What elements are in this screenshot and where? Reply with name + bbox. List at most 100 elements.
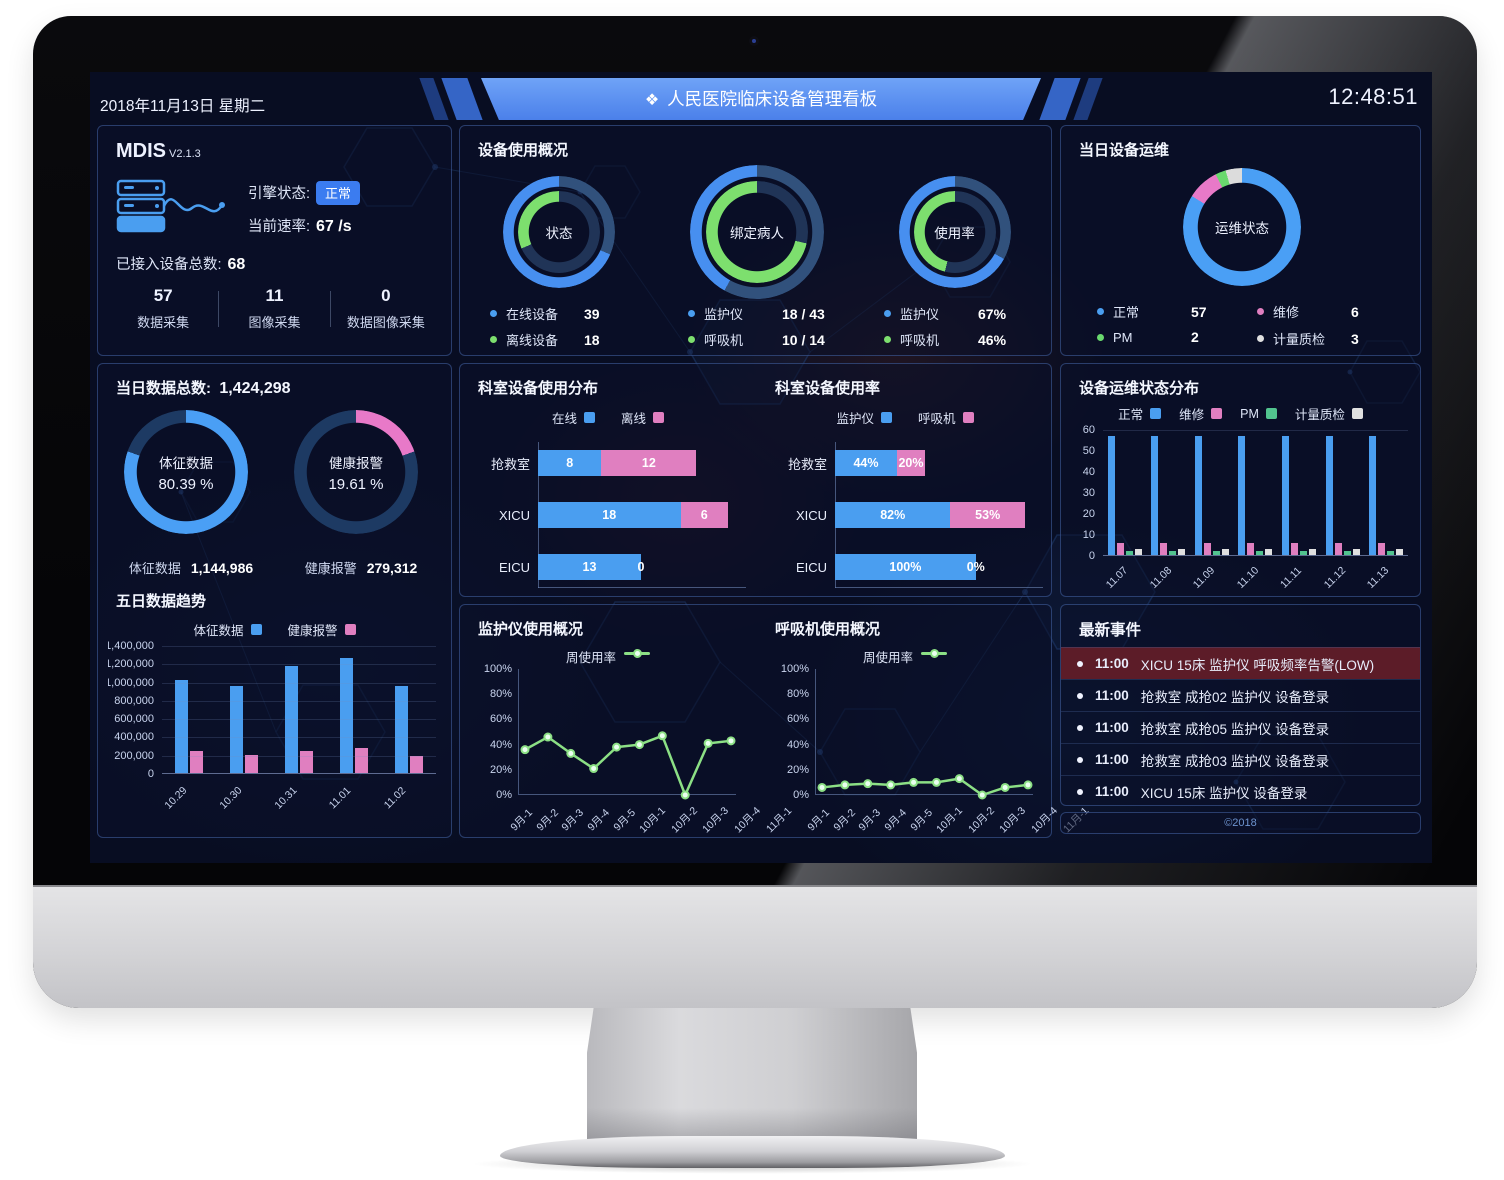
x-axis-labels: 11.07 11.08 11.09 11.10 11.11 11.12 11.13 bbox=[1103, 562, 1408, 592]
bar bbox=[1256, 550, 1264, 555]
event-list: 11:00 XICU 15床 监护仪 呼吸频率告警(LOW) 11:00 抢救室 成抢… bbox=[1061, 647, 1420, 805]
y-tick-label: 100% bbox=[483, 663, 512, 675]
trend-subtitle: 五日数据趋势 bbox=[116, 593, 207, 610]
event-row: 11:00 XICU 15床 监护仪 设备登录 bbox=[1061, 775, 1420, 805]
legend-swatch bbox=[653, 412, 665, 423]
usage-trend-panel: 监护仪使用概况 周使用率 100% 80% 60% 40% 20% 0% 9月-1 9月-2 9… bbox=[459, 604, 1091, 838]
bar-segment: 12 bbox=[601, 450, 697, 476]
monitor-usage-chart-half: 监护仪使用概况 周使用率 100% 80% 60% 40% 20% 0% 9月-1 9月-2 9… bbox=[460, 605, 794, 837]
bar bbox=[409, 755, 423, 773]
bar-group bbox=[1282, 430, 1317, 555]
bar bbox=[1309, 548, 1317, 555]
legend-dot bbox=[884, 336, 891, 343]
bar-value-label: 13 bbox=[582, 560, 597, 574]
category-bar-row: EICU 13 0 bbox=[468, 554, 748, 580]
bar bbox=[230, 685, 244, 773]
bar-value-label: 20% bbox=[898, 456, 924, 470]
page-title-banner: ❖ 人民医院临床设备管理看板 bbox=[481, 78, 1041, 120]
mdis-version: V2.1.3 bbox=[169, 148, 201, 160]
event-text: XICU 15床 监护仪 呼吸频率告警(LOW) bbox=[1140, 657, 1375, 673]
bar-value-label: 82% bbox=[880, 508, 906, 522]
y-tick-label: 400,000 bbox=[114, 731, 154, 744]
bar bbox=[284, 665, 298, 773]
bar bbox=[190, 751, 204, 773]
engine-status-row: 引擎状态: 正常 bbox=[248, 181, 361, 205]
legend-dot bbox=[490, 336, 497, 343]
donut-ring bbox=[294, 410, 418, 534]
donut-center-label: 使用率 bbox=[934, 226, 975, 241]
gridline bbox=[162, 719, 436, 721]
donut-ring bbox=[124, 410, 248, 534]
legend-dot bbox=[688, 336, 695, 343]
x-axis-line bbox=[538, 587, 746, 588]
header-date: 2018年11月13日 星期二 bbox=[100, 98, 266, 115]
legend-item: 在线 bbox=[552, 408, 595, 427]
legend-item: 正常 57 bbox=[1097, 302, 1207, 321]
bar bbox=[1282, 436, 1290, 555]
legend-item: 呼吸机 46% bbox=[884, 330, 1006, 349]
bar bbox=[1387, 550, 1395, 555]
legend-swatch bbox=[962, 412, 974, 423]
vitals-total: 体征数据 1,144,986 bbox=[128, 560, 254, 576]
ventilator-usage-chart-half: 呼吸机使用概况 周使用率 100% 80% 60% 40% 20% 0% 9月-1 9月-2 9… bbox=[757, 605, 1091, 837]
gridline bbox=[162, 646, 436, 647]
y-tick-label: 40 bbox=[1082, 466, 1095, 478]
panel-title: 监护仪使用概况 bbox=[478, 621, 584, 638]
legend-dot bbox=[1097, 333, 1104, 341]
total-devices-row: 已接入设备总数: 68 bbox=[116, 256, 246, 273]
bar bbox=[1325, 436, 1333, 555]
y-tick-label: 0% bbox=[793, 789, 809, 801]
monitor-chin bbox=[33, 885, 1477, 1008]
gridline bbox=[162, 700, 436, 702]
bar-group bbox=[284, 646, 313, 773]
bar-segment: 20% bbox=[896, 450, 926, 476]
legend-item: 计量质检 3 bbox=[1257, 329, 1359, 348]
x-axis-labels: 10.29 10.30 10.31 11.01 11.02 bbox=[162, 780, 436, 826]
bar-group bbox=[1369, 430, 1404, 555]
daily-data-panel: 当日数据总数: 1,424,298 体征数据 80.39 % 健康报警 19.61 … bbox=[97, 363, 452, 838]
legend: 监护仪 呼吸机 bbox=[757, 408, 1053, 427]
panel-title: 当日设备运维 bbox=[1079, 142, 1170, 159]
donut-ring bbox=[690, 165, 824, 299]
bar bbox=[1203, 542, 1211, 555]
event-row: 11:00 抢救室 成抢05 监护仪 设备登录 bbox=[1061, 711, 1420, 743]
bar bbox=[1194, 436, 1202, 555]
legend-item: 监护仪 18 / 43 bbox=[688, 304, 825, 323]
y-tick-label: 60% bbox=[489, 713, 512, 726]
bar-segment: 13 bbox=[538, 554, 641, 580]
bar-segment: 6 bbox=[680, 502, 728, 528]
bar bbox=[175, 679, 189, 773]
monitor-stand-neck bbox=[587, 1008, 917, 1142]
y-tick-label: 60% bbox=[786, 713, 809, 726]
bar-segment: 44% bbox=[835, 450, 897, 476]
y-tick-label: 1,200,000 bbox=[108, 658, 154, 671]
bar-value-label: 6 bbox=[700, 508, 708, 522]
legend-item: 呼吸机 10 / 14 bbox=[688, 330, 825, 349]
bar-group bbox=[394, 646, 423, 773]
donut-center-label: 绑定病人 bbox=[730, 226, 784, 241]
event-text: XICU 15床 监护仪 设备登录 bbox=[1140, 785, 1308, 801]
line-plot-area bbox=[815, 669, 1033, 800]
bar bbox=[1334, 542, 1342, 555]
daily-total-value: 1,424,298 bbox=[219, 380, 291, 397]
bar bbox=[1265, 548, 1273, 555]
stat-image-collect: 11 图像采集 bbox=[248, 286, 301, 330]
trend-legend: 体征数据 健康报警 bbox=[98, 620, 451, 639]
event-row: 11:00 抢救室 成抢02 监护仪 设备登录 bbox=[1061, 679, 1420, 711]
legend-dot bbox=[1257, 308, 1264, 315]
bar bbox=[1247, 542, 1255, 555]
bar-group bbox=[1194, 430, 1229, 555]
x-tick-label: 11.09 bbox=[1190, 564, 1218, 591]
legend-swatch bbox=[344, 624, 356, 635]
rate-row: 当前速率: 67 /s bbox=[248, 218, 352, 235]
bar-value-label: 18 bbox=[602, 508, 617, 522]
maintenance-distribution-panel: 设备运维状态分布 正常 维修 PM 计量质检 60 50 40 30 20 10 0 11.0… bbox=[1060, 363, 1421, 597]
bar bbox=[1378, 542, 1386, 555]
bar-value-label: 100% bbox=[889, 560, 922, 574]
bar-group bbox=[1151, 430, 1186, 555]
bar bbox=[1291, 542, 1299, 555]
event-dot bbox=[1077, 660, 1083, 667]
bar-segment: 82% bbox=[835, 502, 951, 528]
legend-swatch bbox=[1150, 408, 1162, 419]
y-tick-label: 800,000 bbox=[114, 694, 154, 707]
